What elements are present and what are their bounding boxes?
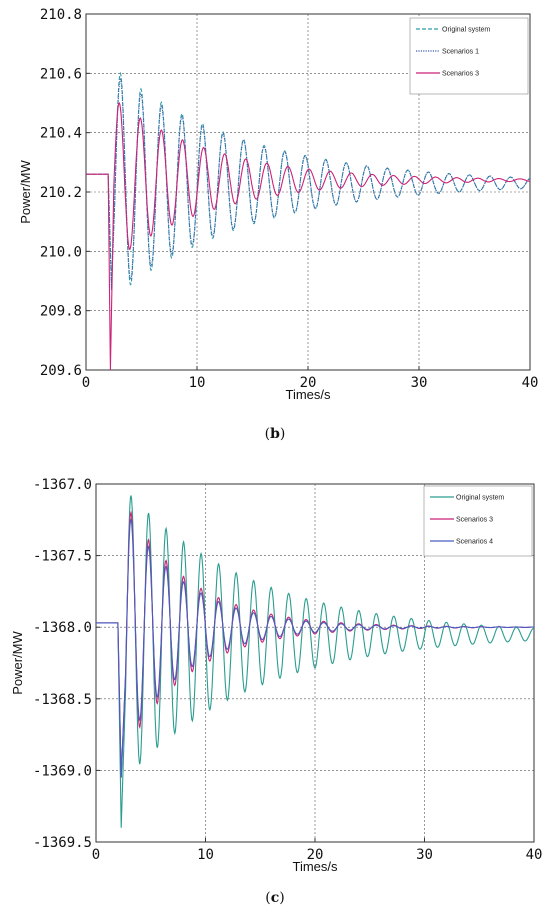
y-tick-label: -1368.0 <box>33 620 92 636</box>
legend-box <box>409 17 529 95</box>
x-axis-label: Times/s <box>292 859 338 874</box>
y-tick-label: 210.6 <box>40 66 82 82</box>
x-tick-label: 40 <box>526 847 543 863</box>
y-tick-label: -1369.5 <box>33 835 92 851</box>
x-tick-label: 40 <box>522 375 539 391</box>
legend-entry-label: Scenarios 3 <box>456 517 493 524</box>
x-tick-label: 20 <box>307 847 324 863</box>
legend-box <box>423 485 533 557</box>
y-tick-label: -1367.5 <box>33 549 92 565</box>
x-tick-label: 0 <box>92 847 100 863</box>
legend-entry-label: Scenarios 3 <box>442 71 479 78</box>
y-axis-label: Power/MW <box>10 630 25 694</box>
y-tick-label: 210.0 <box>40 244 82 260</box>
y-tick-label: 209.8 <box>40 304 82 320</box>
y-tick-label: -1367.0 <box>33 477 92 493</box>
y-tick-label: -1369.0 <box>33 763 92 779</box>
chart-b-power-vs-time: 0 10 20 30 40 209.6 209.8 210.0 210.2 210.4 210.6 2… <box>18 7 538 442</box>
series-line-original-system <box>96 495 534 828</box>
series-line-scenarios-4 <box>96 518 534 778</box>
series-line-scenarios-1 <box>86 77 530 290</box>
figure-caption: (b) <box>265 426 286 442</box>
y-tick-label: 210.8 <box>40 7 82 23</box>
legend-entry-label: Original system <box>456 495 504 502</box>
legend-entry-label: Scenarios 1 <box>442 49 479 56</box>
y-axis-label: Power/MW <box>18 159 33 223</box>
chart-c-power-vs-time: 0 10 20 30 40 -1369.5 -1369.0 -1368.5 -1368.0 -13… <box>10 477 542 906</box>
y-tick-label: 210.4 <box>40 126 82 142</box>
x-tick-label: 30 <box>416 847 433 863</box>
x-axis-label: Times/s <box>285 387 331 402</box>
legend-entry-label: Scenarios 4 <box>456 539 493 546</box>
series-line-scenarios-3 <box>86 102 530 370</box>
x-tick-label: 20 <box>300 375 317 391</box>
y-tick-label: 209.6 <box>40 363 82 379</box>
figure-caption: (c) <box>265 890 284 906</box>
x-tick-label: 10 <box>197 847 214 863</box>
legend-entry-label: Original system <box>442 27 490 34</box>
x-tick-label: 30 <box>411 375 428 391</box>
y-tick-label: -1368.5 <box>33 692 92 708</box>
y-tick-label: 210.2 <box>40 185 82 201</box>
x-tick-label: 0 <box>82 375 90 391</box>
x-tick-label: 10 <box>189 375 206 391</box>
